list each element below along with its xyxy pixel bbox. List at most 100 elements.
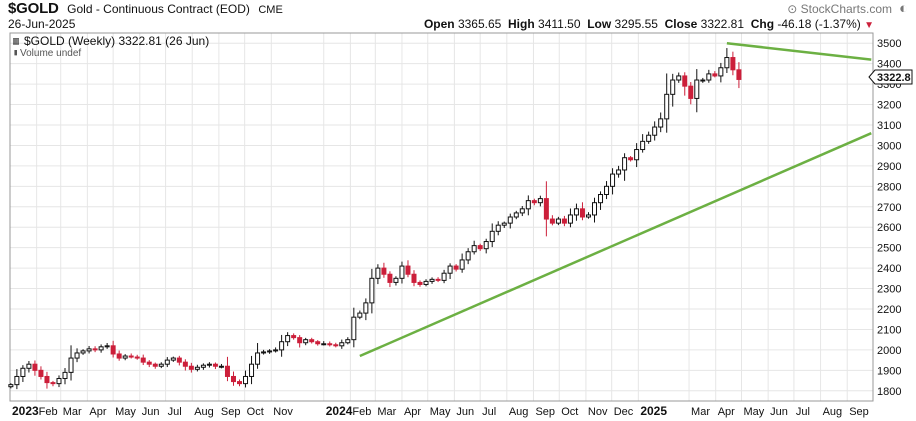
x-tick-label: May xyxy=(115,406,136,418)
candle-body-down xyxy=(333,344,339,347)
candle-body-up xyxy=(273,349,279,352)
candle-body-down xyxy=(176,357,182,363)
candle xyxy=(423,279,429,287)
candle xyxy=(20,365,26,382)
y-tick-label: 3100 xyxy=(877,120,901,132)
candle-body-up xyxy=(56,378,62,385)
price-legend-label: $GOLD (Weekly) 3322.81 (26 Jun) xyxy=(24,34,209,48)
x-tick-label: Jul xyxy=(796,406,810,418)
candle-body-up xyxy=(555,218,561,224)
candle xyxy=(453,264,459,272)
candle xyxy=(297,335,303,348)
candle-body-down xyxy=(736,69,742,80)
candle-body-up xyxy=(483,241,489,250)
candle xyxy=(592,197,598,223)
candle xyxy=(730,51,736,76)
candle xyxy=(92,346,98,353)
candle xyxy=(44,371,50,389)
candle-body-up xyxy=(610,173,616,187)
chart-title: $GOLD Gold - Continuous Contract (EOD) C… xyxy=(8,0,283,17)
price-legend-icon: ▥ xyxy=(13,36,19,47)
candle-body-down xyxy=(688,85,694,99)
x-tick-label: Aug xyxy=(823,406,843,418)
candle-body-up xyxy=(261,351,267,354)
candle-body-up xyxy=(513,212,519,218)
candle xyxy=(309,337,315,344)
x-tick-label: Nov xyxy=(273,406,293,418)
candle-body-down xyxy=(92,348,98,351)
candle-body-down xyxy=(435,278,441,281)
candle xyxy=(531,198,537,206)
candle xyxy=(537,195,543,207)
candle xyxy=(375,264,381,285)
candle-body-up xyxy=(249,363,255,377)
brand-watermark: ⊙ StockCharts.com ◐ xyxy=(787,0,908,17)
candle xyxy=(212,362,218,370)
candle-body-down xyxy=(116,353,122,359)
candle-body-up xyxy=(20,367,26,377)
x-tick-label: Oct xyxy=(247,406,264,418)
y-tick-label: 3000 xyxy=(877,140,901,152)
candle-body-up xyxy=(525,200,531,210)
candle xyxy=(273,347,279,353)
candle xyxy=(604,181,610,200)
candle-body-down xyxy=(128,355,134,358)
candle-body-up xyxy=(243,375,249,385)
brand-logo-icon: ◐ xyxy=(898,0,908,17)
candle-body-up xyxy=(700,79,706,82)
candle-body-down xyxy=(387,273,393,283)
candle xyxy=(694,69,700,113)
candle-body-down xyxy=(230,375,236,383)
candle-body-down xyxy=(712,73,718,77)
candle-body-down xyxy=(682,75,688,87)
candle xyxy=(598,191,604,210)
y-tick-label: 2900 xyxy=(877,161,901,173)
candle-body-up xyxy=(399,265,405,279)
candle xyxy=(152,362,158,369)
candle xyxy=(363,298,369,321)
x-tick-label: Aug xyxy=(194,406,214,418)
candle-body-up xyxy=(8,384,14,388)
candle-body-up xyxy=(501,222,507,226)
candle xyxy=(164,357,170,368)
candle-body-down xyxy=(50,382,56,385)
y-tick-label: 2800 xyxy=(877,181,901,193)
candle-body-up xyxy=(303,339,309,344)
candle-body-up xyxy=(255,352,261,365)
candle xyxy=(634,143,640,168)
candle xyxy=(255,343,261,369)
candle xyxy=(315,340,321,346)
y-tick-label: 2100 xyxy=(877,324,901,336)
candles xyxy=(8,48,742,390)
candle xyxy=(543,181,549,237)
candle xyxy=(261,349,267,355)
candle xyxy=(507,213,513,229)
candle xyxy=(393,276,399,286)
candle-body-up xyxy=(640,140,646,151)
candle xyxy=(417,280,423,287)
last-price-tag-box xyxy=(868,69,913,85)
candle-body-up xyxy=(321,343,327,346)
candle-body-down xyxy=(417,281,423,285)
candle xyxy=(567,208,573,228)
candle xyxy=(628,156,634,162)
candle-body-down xyxy=(32,363,38,371)
candle xyxy=(56,375,62,388)
candle xyxy=(501,221,507,228)
candle-body-up xyxy=(567,214,573,224)
candle-body-up xyxy=(357,312,363,318)
candle-body-up xyxy=(200,364,206,368)
candle-body-up xyxy=(267,350,273,353)
candle xyxy=(188,362,194,373)
candle xyxy=(646,131,652,144)
candle xyxy=(110,340,116,358)
candle xyxy=(616,165,622,178)
candle xyxy=(62,368,68,385)
candle xyxy=(700,77,706,83)
candle xyxy=(86,345,92,354)
candle-body-up xyxy=(26,363,32,369)
candle xyxy=(387,271,393,288)
candle-body-up xyxy=(604,185,610,196)
candle-body-up xyxy=(465,251,471,261)
candle xyxy=(321,341,327,346)
